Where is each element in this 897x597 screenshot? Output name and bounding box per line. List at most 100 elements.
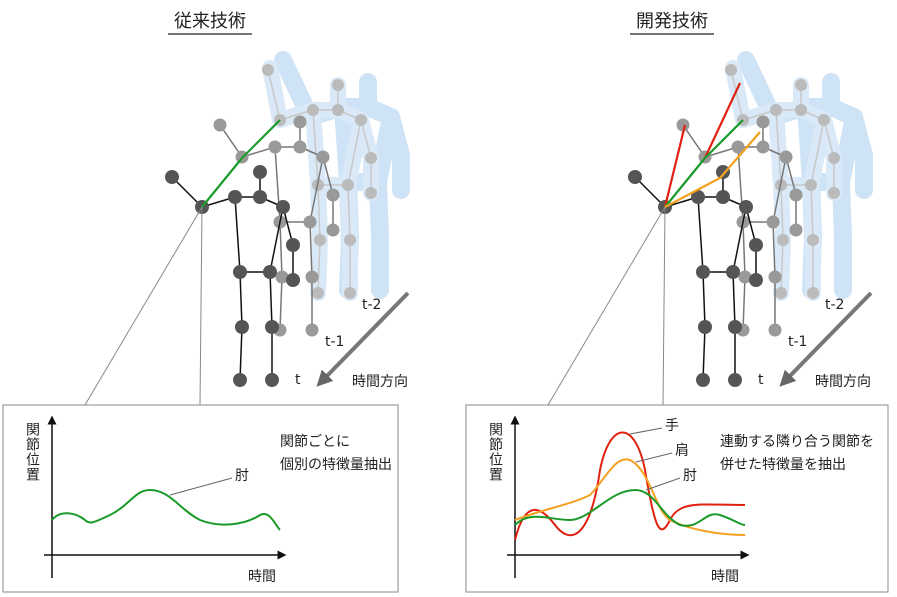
- bone: [772, 221, 776, 278]
- bone: [780, 184, 784, 241]
- joint: [716, 190, 730, 204]
- bone: [702, 326, 706, 381]
- curve: [51, 488, 281, 531]
- y-axis-label: 関節位置: [24, 422, 40, 482]
- joint: [749, 238, 763, 252]
- joint: [795, 104, 807, 116]
- link: [704, 82, 741, 159]
- joint: [355, 114, 367, 126]
- joint: [342, 179, 354, 191]
- bone: [317, 239, 321, 294]
- joint: [344, 287, 356, 299]
- joint: [365, 152, 377, 164]
- frame-label: t: [758, 372, 764, 388]
- joint: [312, 287, 324, 299]
- joint: [332, 79, 344, 91]
- joint: [213, 118, 227, 132]
- joint: [716, 165, 730, 179]
- note: 連動する隣り合う関節を: [720, 433, 874, 450]
- bone: [309, 156, 324, 223]
- joint: [795, 79, 807, 91]
- joint: [276, 200, 290, 214]
- bone: [360, 119, 372, 159]
- joint: [768, 323, 782, 337]
- joint: [332, 104, 344, 116]
- joint: [691, 190, 705, 204]
- bone: [369, 108, 400, 191]
- bone: [312, 109, 319, 186]
- joint: [777, 234, 789, 246]
- joint: [789, 188, 803, 202]
- joint: [766, 215, 780, 229]
- joint: [344, 234, 356, 246]
- joint: [262, 64, 274, 76]
- joint: [756, 115, 770, 129]
- bone: [309, 221, 313, 278]
- curve-label: 肘: [683, 468, 697, 484]
- bone: [234, 196, 241, 273]
- joint: [828, 187, 840, 199]
- joint: [818, 114, 830, 126]
- joint: [235, 320, 249, 334]
- note: 併せた特徴量を抽出: [720, 457, 846, 473]
- bone: [347, 184, 351, 241]
- bone: [239, 271, 243, 328]
- bone: [347, 119, 362, 186]
- bone: [702, 271, 706, 328]
- curve: [514, 488, 746, 527]
- joint: [165, 170, 179, 184]
- leader: [645, 477, 681, 491]
- direction-label: 時間方向: [352, 374, 408, 390]
- link: [719, 131, 761, 179]
- bone: [732, 271, 736, 328]
- joint: [828, 152, 840, 164]
- joint: [807, 287, 819, 299]
- joint: [789, 223, 803, 237]
- joint: [739, 200, 753, 214]
- joint: [233, 373, 247, 387]
- joint: [807, 234, 819, 246]
- joint: [228, 190, 242, 204]
- joint: [316, 150, 330, 164]
- link: [201, 157, 243, 208]
- x-axis-label: 時間: [711, 569, 739, 585]
- joint: [749, 273, 763, 287]
- joint: [293, 140, 307, 154]
- bone: [171, 176, 203, 208]
- joint: [365, 187, 377, 199]
- link: [663, 124, 687, 208]
- time-arrow: [779, 291, 873, 387]
- curve-label: 手: [665, 418, 679, 434]
- bone: [269, 206, 284, 273]
- joint: [293, 115, 307, 129]
- bone: [322, 156, 334, 196]
- joint: [805, 179, 817, 191]
- bone: [697, 196, 704, 273]
- graph-box: [465, 404, 889, 593]
- bone: [810, 184, 814, 241]
- link: [664, 157, 706, 208]
- joint: [305, 270, 319, 284]
- bone: [279, 221, 283, 278]
- joint: [275, 270, 289, 284]
- joint: [263, 265, 277, 279]
- bone: [742, 221, 746, 278]
- bone: [732, 206, 747, 273]
- joint: [265, 320, 279, 334]
- link: [241, 119, 281, 159]
- bone: [832, 108, 863, 191]
- bone: [742, 276, 746, 331]
- joint: [728, 320, 742, 334]
- bone: [239, 326, 243, 381]
- joint: [728, 373, 742, 387]
- note: 個別の特徴量抽出: [280, 457, 392, 473]
- joint: [307, 104, 319, 116]
- bone: [634, 176, 666, 208]
- bone: [279, 276, 283, 331]
- connector: [84, 206, 203, 406]
- link: [664, 177, 721, 208]
- joint: [698, 320, 712, 334]
